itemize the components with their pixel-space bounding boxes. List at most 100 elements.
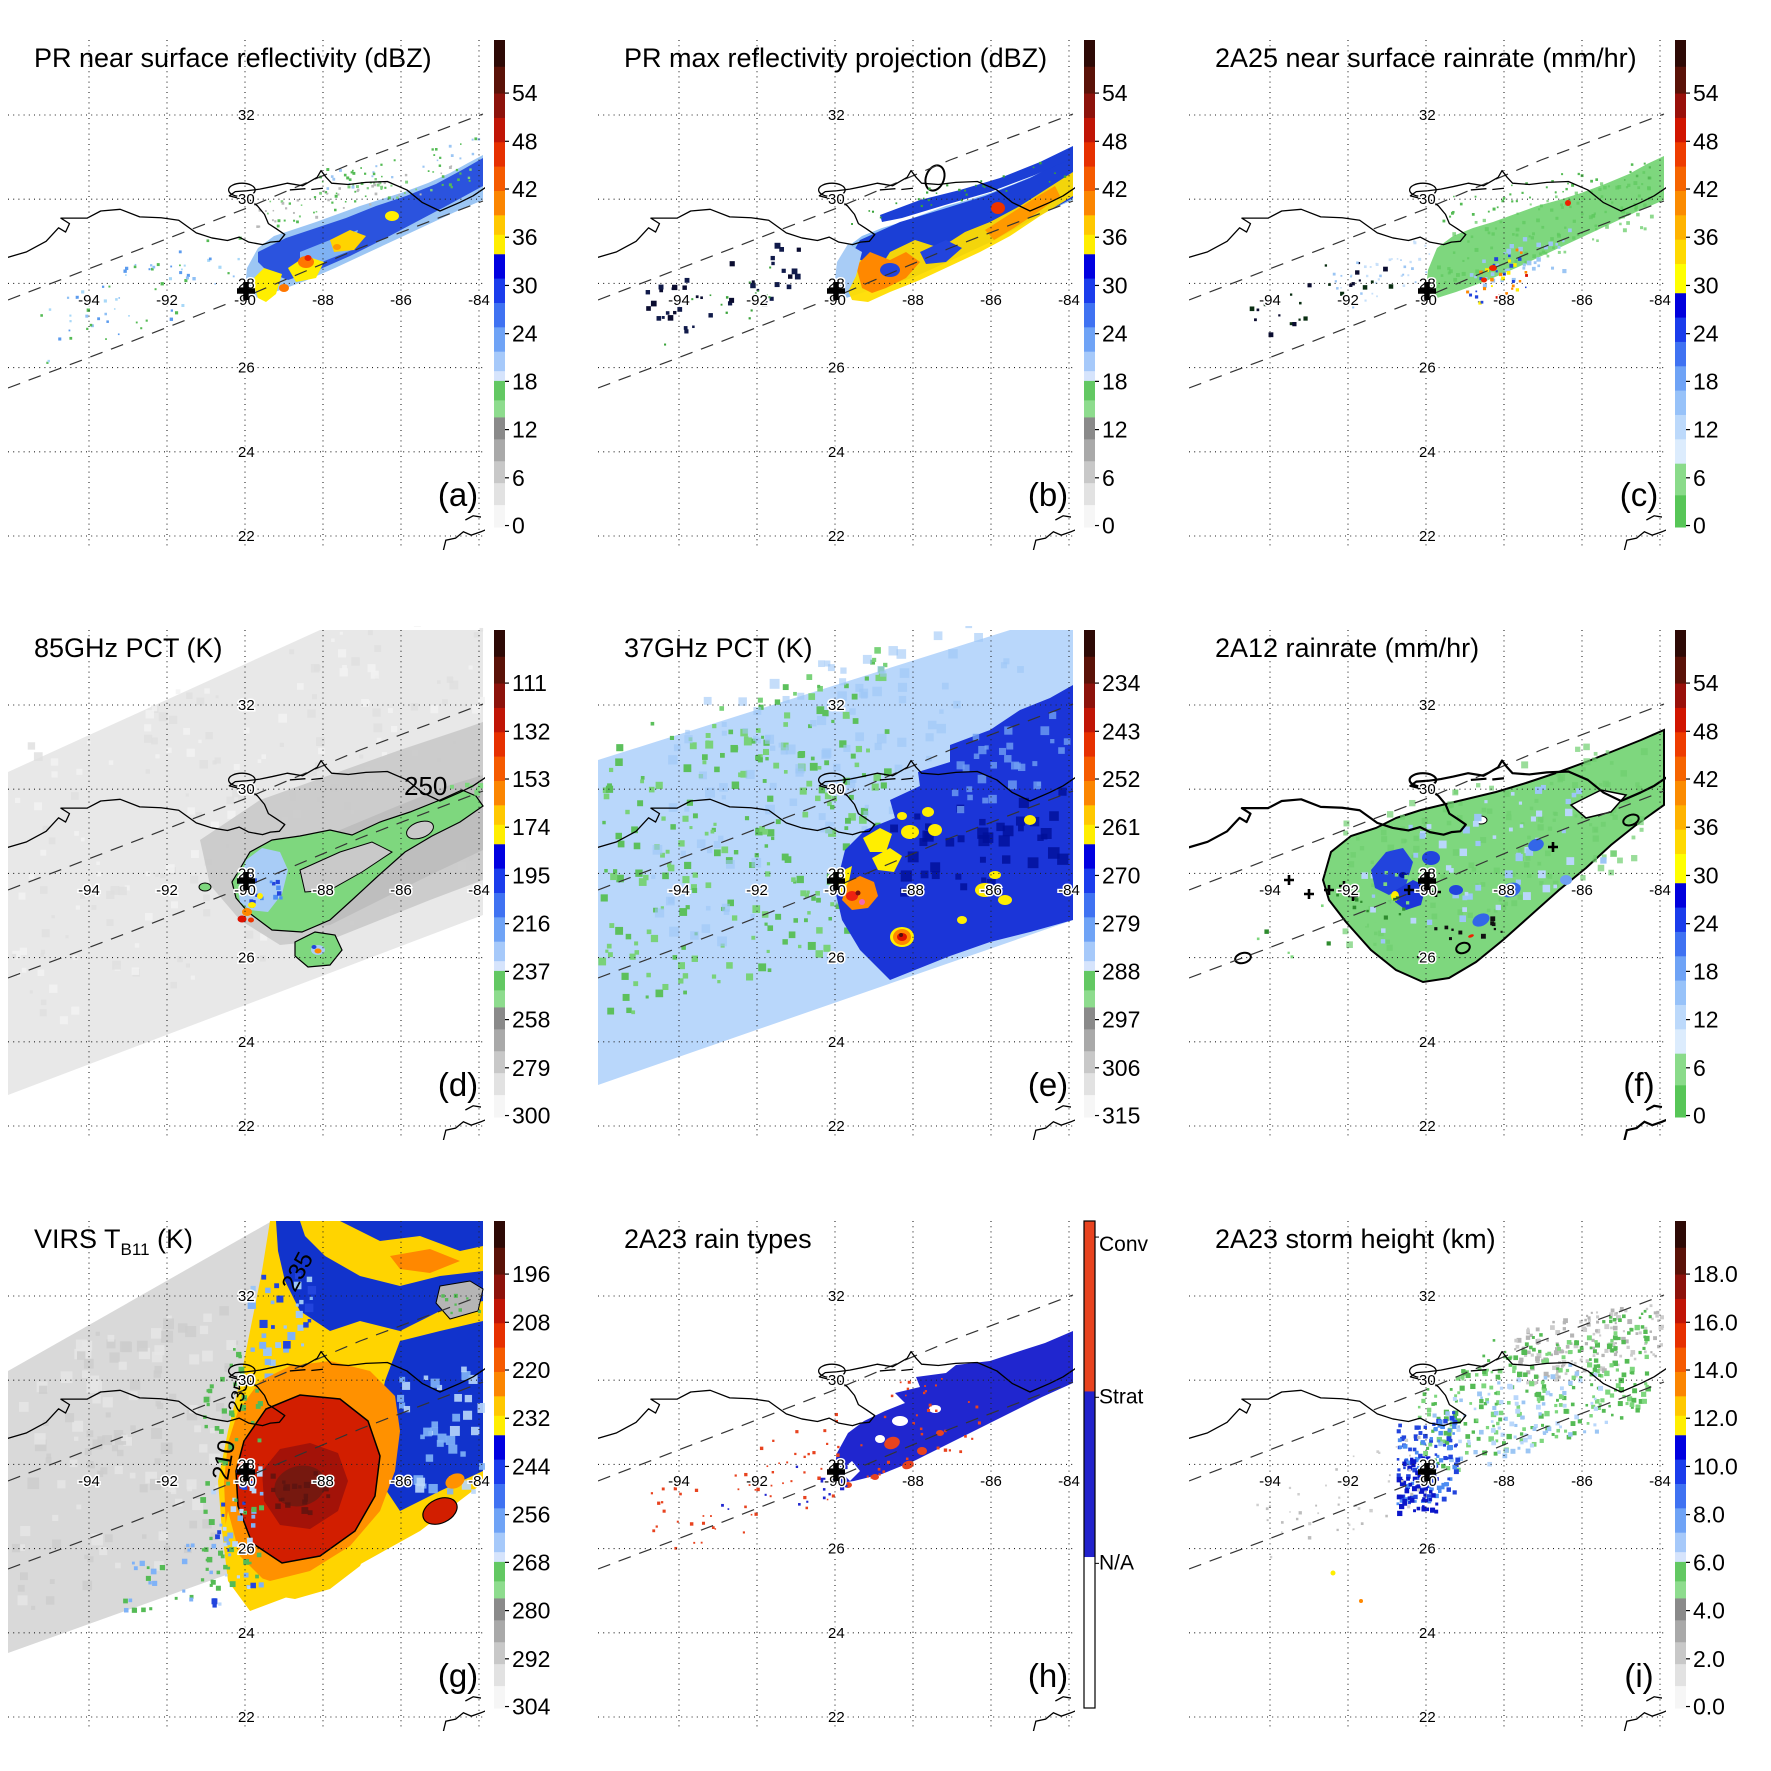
data-speck (661, 816, 666, 821)
data-speck (152, 1580, 158, 1586)
data-speck (1449, 868, 1454, 873)
data-speck (1469, 1402, 1473, 1405)
data-speck (304, 1303, 314, 1313)
data-speck (145, 1471, 158, 1484)
data-speck (1598, 1385, 1604, 1391)
data-blob (1472, 913, 1490, 927)
data-speck (1590, 1401, 1594, 1405)
data-speck (769, 266, 772, 269)
data-speck (86, 1381, 99, 1393)
graticule (1189, 1221, 1664, 1729)
data-speck (1453, 195, 1455, 198)
data-speck (278, 713, 288, 723)
data-speck (979, 818, 986, 826)
data-speck (1628, 1319, 1632, 1323)
data-speck (1602, 1320, 1606, 1324)
colorbar-tick-label: 6 (1102, 465, 1115, 491)
data-speck (1556, 1428, 1561, 1433)
data-speck (1496, 1421, 1500, 1426)
data-speck (761, 735, 765, 739)
data-patch (288, 256, 324, 282)
colorbar-tick-label: 208 (512, 1309, 550, 1335)
data-speck (1552, 246, 1555, 250)
lon-label: -90 (824, 882, 846, 899)
lat-label: 24 (1419, 1625, 1436, 1642)
data-speck (1529, 1443, 1534, 1448)
data-speck (1476, 1436, 1481, 1441)
data-speck (185, 1326, 197, 1338)
data-speck (1457, 1391, 1461, 1395)
data-speck (234, 1498, 238, 1502)
data-speck (1571, 1375, 1576, 1380)
panel-title: 2A23 rain types (624, 1224, 812, 1254)
data-speck (1557, 250, 1561, 254)
data-speck (1625, 186, 1629, 189)
data-speck (1550, 1374, 1556, 1380)
storm-center-cross (1418, 282, 1436, 300)
data-speck (461, 1366, 467, 1373)
data-speck (472, 704, 481, 714)
data-speck (1407, 1505, 1411, 1509)
data-speck (131, 1607, 138, 1613)
data-speck (214, 1425, 220, 1431)
data-speck (1415, 1476, 1420, 1481)
data-speck (359, 754, 364, 759)
data-speck (1577, 1349, 1582, 1353)
data-speck (1622, 228, 1627, 233)
data-speck (799, 787, 807, 795)
data-speck (1594, 1340, 1598, 1344)
data-speck (75, 905, 81, 910)
data-speck (1538, 1413, 1544, 1419)
data-speck (283, 219, 286, 222)
data-speck (330, 175, 334, 178)
data-speck (1511, 287, 1514, 290)
data-speck (1645, 1385, 1651, 1392)
data-speck (650, 1492, 654, 1495)
data-speck (233, 763, 240, 771)
data-speck (1613, 1331, 1618, 1336)
data-speck (1369, 1508, 1373, 1513)
data-speck (171, 301, 173, 304)
data-speck (678, 840, 685, 847)
lat-label: 24 (238, 1625, 255, 1642)
data-blob (385, 211, 399, 221)
data-speck (1600, 821, 1606, 827)
data-speck (232, 1541, 238, 1547)
data-speck (1538, 208, 1541, 211)
data-speck (1617, 1401, 1623, 1407)
data-speck (1558, 1368, 1563, 1373)
data-speck (964, 1435, 967, 1438)
data-speck (1340, 274, 1343, 277)
data-speck (633, 981, 639, 987)
data-speck (321, 180, 324, 183)
data-speck (1482, 287, 1487, 291)
data-speck (367, 630, 373, 636)
data-speck (1383, 266, 1388, 272)
data-speck (1516, 1411, 1522, 1417)
data-speck (769, 782, 777, 790)
data-speck (725, 296, 729, 299)
data-speck (1594, 1342, 1601, 1348)
data-speck (1631, 1371, 1635, 1375)
data-speck (1401, 838, 1406, 844)
data-speck (1643, 1329, 1648, 1334)
data-speck (1050, 739, 1055, 744)
data-speck (207, 258, 211, 262)
data-speck (1449, 1421, 1455, 1427)
data-speck (927, 199, 930, 202)
data-speck (862, 654, 872, 664)
data-speck (1385, 1514, 1388, 1518)
data-speck (755, 728, 761, 733)
colorbar-tick-label: 244 (512, 1453, 551, 1479)
lat-label: 32 (1419, 697, 1436, 714)
data-speck (1610, 1308, 1615, 1313)
data-speck (186, 1543, 190, 1548)
data-speck (1620, 206, 1624, 210)
data-speck (1417, 1405, 1421, 1409)
data-speck (1544, 251, 1548, 255)
data-speck (283, 1341, 291, 1349)
data-speck (1615, 1368, 1619, 1372)
data-speck (714, 766, 720, 773)
